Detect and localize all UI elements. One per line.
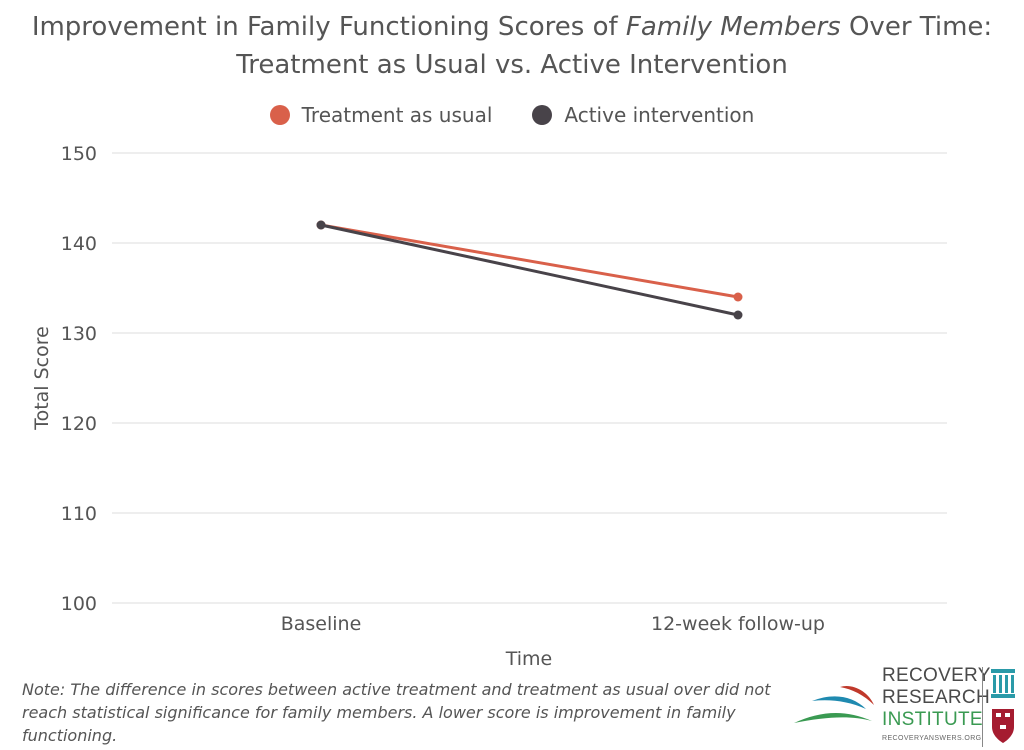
logo-text: RECOVERY RESEARCH INSTITUTE RECOVERYANSW… (882, 665, 991, 742)
y-tick-label: 120 (61, 413, 97, 435)
x-axis-label: Time (505, 648, 553, 670)
line-chart: 100 110 120 130 140 150 Baseline 12-week follow… (31, 143, 947, 670)
y-tick-label: 140 (61, 233, 97, 255)
chart-legend: Treatment as usual Active intervention (0, 100, 1024, 130)
logo-line-recovery: RECOVERY (882, 665, 991, 686)
chart-title-part1: Improvement in Family Functioning Scores… (31, 12, 626, 42)
logo-url: RECOVERYANSWERS.ORG (882, 735, 982, 742)
legend-marker-treatment-as-usual (269, 105, 290, 125)
y-tick-label: 110 (61, 503, 97, 525)
y-tick-label: 150 (61, 143, 97, 165)
logo-line-institute: INSTITUTE (882, 709, 983, 730)
chart-title-italic: Family Members (625, 12, 841, 42)
legend-marker-active-intervention (532, 105, 553, 125)
data-point (316, 220, 326, 230)
x-tick-label: 12-week follow-up (651, 613, 825, 635)
y-axis-label: Total Score (31, 326, 53, 431)
recovery-research-institute-logo: RECOVERY RESEARCH INSTITUTE RECOVERYANSW… (790, 665, 1024, 750)
data-point (733, 292, 743, 302)
chart-title: Improvement in Family Functioning Scores… (30, 8, 994, 84)
legend-label-active-intervention: Active intervention (564, 103, 755, 127)
series-line (320, 223, 739, 299)
y-tick-label: 100 (61, 593, 97, 615)
data-point (733, 310, 743, 320)
logo-swoosh-icon (794, 685, 874, 723)
legend-item-active-intervention: Active intervention (532, 100, 754, 130)
x-tick-label: Baseline (281, 613, 362, 635)
y-tick-label: 130 (61, 323, 97, 345)
legend-item-treatment-as-usual: Treatment as usual (269, 100, 493, 130)
legend-label-treatment-as-usual: Treatment as usual (301, 103, 493, 127)
logo-divider (982, 667, 983, 747)
institution-shield-icon (991, 669, 1015, 743)
footnote: Note: The difference in scores between a… (22, 680, 771, 745)
series-line (320, 223, 739, 317)
logo-line-research: RESEARCH (882, 687, 990, 708)
chart-title-part2: Over Time: Treatment as Usual vs. Active… (236, 12, 993, 80)
